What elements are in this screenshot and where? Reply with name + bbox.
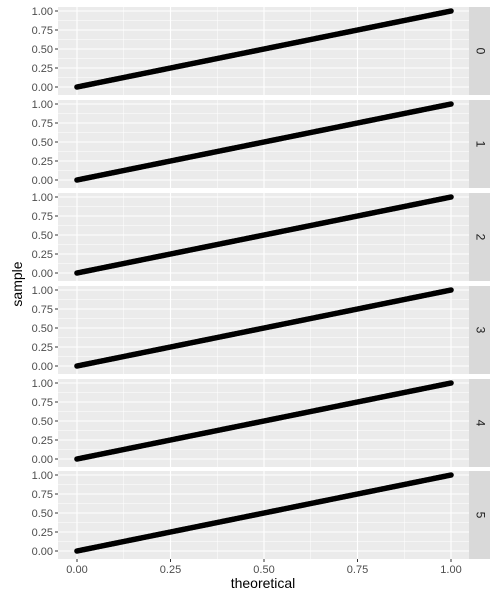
y-tick-label: 0.75 — [32, 25, 53, 37]
data-point — [448, 194, 454, 200]
y-tick-label: 0.00 — [32, 268, 53, 280]
facet-strip — [469, 100, 490, 188]
y-tick-label: 1.00 — [32, 192, 53, 204]
y-tick-label: 0.75 — [32, 211, 53, 223]
facet-panel-1: 0.00 0.25 0.50 0.75 1.00 1 — [32, 99, 490, 188]
y-tick-label: 0.50 — [32, 137, 53, 149]
y-tick-label: 0.25 — [32, 156, 53, 168]
y-tick-label: 1.00 — [32, 285, 53, 297]
data-point — [448, 472, 454, 478]
facet-strip-label: 0 — [473, 48, 487, 55]
facet-strip — [469, 471, 490, 559]
x-axis: 0.00 0.25 0.50 0.75 1.00 — [66, 559, 462, 576]
y-tick-label: 0.75 — [32, 489, 53, 501]
facet-panel-4: 0.00 0.25 0.50 0.75 1.00 4 — [32, 378, 490, 467]
data-point — [448, 101, 454, 107]
facet-strip-label: 2 — [473, 234, 487, 241]
y-tick-label: 0.75 — [32, 304, 53, 316]
points-facet-4 — [74, 380, 454, 462]
y-axis-title: sample — [9, 261, 25, 306]
points-facet-2 — [74, 194, 454, 276]
facet-panel-3: 0.00 0.25 0.50 0.75 1.00 3 — [32, 285, 490, 374]
x-tick-label: 0.75 — [347, 564, 368, 576]
y-tick-label: 0.25 — [32, 527, 53, 539]
x-tick-label: 0.00 — [66, 564, 87, 576]
y-tick-label: 1.00 — [32, 99, 53, 111]
facet-panel-5: 0.00 0.25 0.50 0.75 1.00 5 — [32, 470, 490, 559]
facet-strip — [469, 7, 490, 95]
y-tick-label: 0.25 — [32, 249, 53, 261]
y-tick-label: 0.00 — [32, 82, 53, 94]
x-axis-title: theoretical — [231, 575, 296, 591]
y-tick-label: 0.00 — [32, 546, 53, 558]
y-tick-label: 0.50 — [32, 230, 53, 242]
facet-strip-label: 3 — [473, 327, 487, 334]
points-facet-0 — [74, 8, 454, 90]
points-facet-1 — [74, 101, 454, 183]
x-tick-label: 1.00 — [440, 564, 461, 576]
y-tick-label: 0.00 — [32, 361, 53, 373]
facet-strip — [469, 193, 490, 281]
points-facet-3 — [74, 287, 454, 369]
y-tick-label: 0.50 — [32, 44, 53, 56]
facet-strip-label: 5 — [473, 512, 487, 519]
points-facet-5 — [74, 472, 454, 554]
y-tick-label: 0.25 — [32, 435, 53, 447]
x-tick-label: 0.25 — [160, 564, 181, 576]
facet-panel-2: 0.00 0.25 0.50 0.75 1.00 2 — [32, 192, 490, 281]
y-tick-label: 1.00 — [32, 470, 53, 482]
y-tick-label: 0.25 — [32, 63, 53, 75]
y-tick-label: 1.00 — [32, 6, 53, 18]
y-tick-label: 0.00 — [32, 454, 53, 466]
y-tick-label: 0.25 — [32, 342, 53, 354]
facet-panels: 0.00 0.25 0.50 0.75 1.00 0 0.00 0.25 0.50 0.75 1.0… — [32, 6, 490, 559]
y-tick-label: 0.50 — [32, 323, 53, 335]
data-point — [448, 380, 454, 386]
facet-strip — [469, 379, 490, 467]
y-tick-label: 0.00 — [32, 175, 53, 187]
facet-panel-0: 0.00 0.25 0.50 0.75 1.00 0 — [32, 6, 490, 95]
data-point — [448, 287, 454, 293]
y-tick-label: 1.00 — [32, 378, 53, 390]
facet-strip-label: 1 — [473, 141, 487, 148]
y-tick-label: 0.50 — [32, 508, 53, 520]
y-tick-label: 0.75 — [32, 397, 53, 409]
facet-strip-label: 4 — [473, 420, 487, 427]
x-tick-label: 0.50 — [253, 564, 274, 576]
y-tick-label: 0.75 — [32, 118, 53, 130]
facet-strip — [469, 286, 490, 374]
data-point — [448, 8, 454, 14]
y-tick-label: 0.50 — [32, 416, 53, 428]
